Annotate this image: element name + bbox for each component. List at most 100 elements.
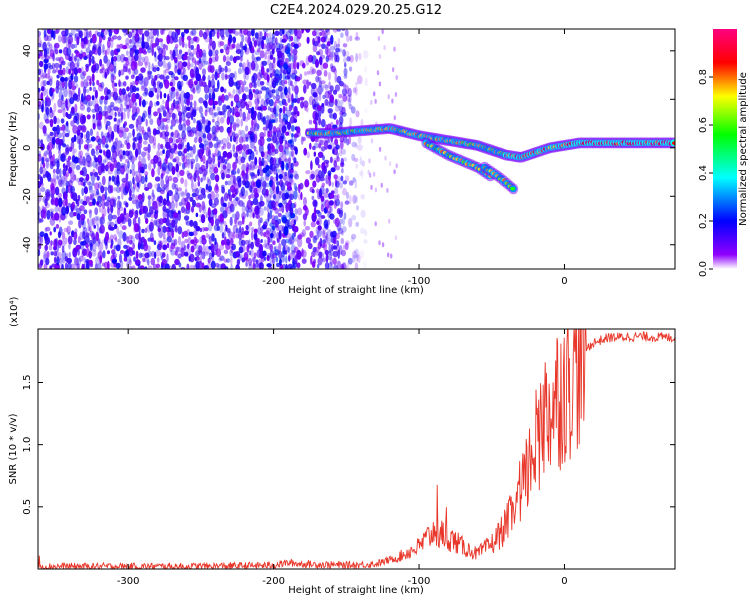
spectrogram-cell — [95, 216, 99, 227]
spectrogram-cell — [125, 37, 130, 46]
spectrogram-cell — [189, 31, 194, 36]
spectrogram-cell — [86, 218, 90, 224]
spectrogram-cell — [89, 171, 93, 177]
spectrogram-cell — [127, 218, 132, 227]
spectrogram-cell — [73, 174, 77, 181]
spectrogram-cell — [136, 52, 142, 63]
spectrogram-cell — [199, 119, 202, 124]
spectrogram-cell — [55, 167, 60, 175]
spectrogram-cell — [150, 192, 155, 201]
spectrogram-cell — [238, 230, 243, 240]
spectrogram-cell — [144, 266, 148, 269]
spectrogram-cell — [321, 43, 326, 50]
spectrogram-cell — [303, 220, 307, 227]
spectrogram-cell — [180, 206, 186, 214]
spectrogram-cell — [97, 138, 103, 145]
spectrogram-cell — [119, 201, 122, 208]
spectrogram-cell — [122, 111, 126, 120]
spectrogram-cell — [42, 41, 47, 52]
spectrogram-cell — [232, 106, 235, 115]
spectrogram-cell — [301, 229, 306, 238]
spectrogram-cell — [335, 232, 340, 240]
spectrogram-cell — [49, 118, 54, 128]
spectrogram-cell — [129, 47, 134, 58]
spectrogram-cell — [329, 256, 333, 266]
spectrogram-cell — [133, 53, 139, 62]
spectrogram-cell — [262, 29, 269, 33]
spectrogram-cell — [187, 48, 192, 56]
spectrogram-cell — [225, 46, 230, 55]
spectrogram-cell — [68, 32, 73, 37]
spectrogram-cell — [39, 231, 45, 238]
spectrogram-cell — [156, 206, 159, 216]
spectrogram-cell — [117, 207, 121, 217]
spectrogram-cell — [257, 97, 260, 104]
spectrogram-cell — [199, 227, 203, 233]
top-y-tick-label: 0 — [22, 145, 33, 151]
spectrogram-cell — [119, 253, 122, 263]
spectrogram-cell — [372, 91, 376, 97]
spectrogram-cell — [226, 105, 231, 110]
spectrogram-cell — [319, 54, 326, 60]
spectrogram-cell — [162, 252, 166, 258]
top-y-tick-label: 20 — [22, 93, 33, 106]
spectrogram-cell — [179, 115, 182, 124]
spectrogram-cell — [102, 29, 108, 36]
spectrogram-cell — [230, 100, 234, 107]
spectrogram-cell — [109, 226, 115, 231]
spectrogram-cell — [46, 29, 51, 34]
top-x-axis-label: Height of straight line (km) — [288, 285, 424, 296]
spectrogram-cell — [117, 97, 122, 104]
spectrogram-cell — [320, 146, 326, 152]
spectrogram-cell — [75, 29, 81, 32]
spectrogram-cell — [117, 112, 122, 117]
spectrogram-cell — [317, 164, 321, 169]
spectrogram-cell — [175, 163, 179, 173]
spectrogram-cell — [242, 144, 247, 152]
spectrogram-cell — [327, 90, 333, 95]
spectrogram-cell — [278, 85, 283, 92]
spectrogram-cell — [148, 198, 151, 208]
spectrogram-cell — [250, 60, 256, 71]
spectrogram-cell — [252, 72, 258, 82]
spectrogram-cell — [232, 144, 236, 153]
spectrogram-cell — [321, 103, 325, 108]
spectrogram-cell — [174, 113, 178, 122]
spectrogram-cell — [55, 67, 59, 73]
spectrogram-cell — [132, 85, 137, 93]
spectrogram-cell — [54, 48, 59, 55]
spectrogram-cell — [290, 173, 294, 180]
spectrogram-cell — [211, 256, 214, 262]
spectrogram-cell — [235, 118, 240, 127]
spectrogram-cell — [88, 250, 92, 259]
spectrogram-cell — [261, 86, 267, 91]
spectrogram-cell — [254, 156, 258, 166]
spectrogram-cell — [346, 35, 350, 43]
spectrogram-cell — [285, 29, 288, 37]
spectrogram-cell — [161, 47, 166, 58]
bottom-y-tick-label: 1.5 — [22, 375, 33, 391]
spectrogram-cell — [103, 55, 108, 64]
spectrogram-cell — [313, 151, 316, 157]
spectrogram-cell — [118, 186, 124, 192]
spectrogram-cell — [120, 111, 124, 121]
spectrogram-cell — [287, 97, 291, 104]
spectrogram-cell — [342, 180, 348, 185]
spectrogram-cell — [259, 132, 265, 139]
spectrogram-cell — [126, 104, 130, 110]
spectrogram-cell — [103, 261, 109, 269]
spectrogram-cell — [92, 113, 95, 120]
spectrogram-cell — [135, 199, 140, 210]
spectrogram-cell — [73, 62, 79, 69]
spectrogram-cell — [274, 69, 280, 77]
spectrogram-cell — [238, 253, 243, 259]
spectrogram-cell — [91, 181, 95, 186]
spectrogram-cell — [84, 235, 90, 244]
spectrogram-cell — [394, 235, 398, 241]
spectrogram-cell — [322, 155, 325, 161]
spectrogram-cell — [165, 111, 171, 121]
spectrogram-cell — [391, 67, 395, 73]
spectrogram-cell — [121, 216, 127, 225]
spectrogram-cell — [277, 218, 282, 224]
spectrogram-cell — [284, 171, 288, 177]
